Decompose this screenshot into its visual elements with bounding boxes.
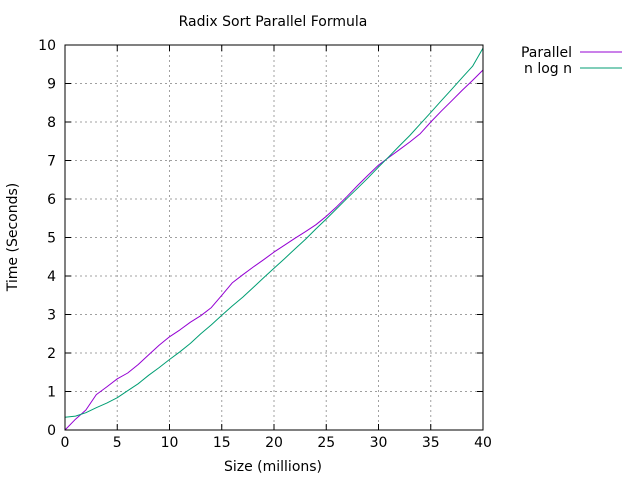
legend-label: Parallel	[521, 45, 572, 61]
y-tick-label: 10	[38, 38, 56, 54]
x-axis-title: Size (millions)	[224, 459, 322, 475]
x-tick-label: 35	[422, 435, 440, 451]
y-tick-label: 7	[47, 154, 56, 170]
x-tick-label: 25	[317, 435, 335, 451]
series-line-parallel	[64, 69, 484, 431]
x-tick-label: 10	[161, 435, 179, 451]
y-tick-label: 1	[47, 385, 56, 401]
x-tick-label: 30	[370, 435, 388, 451]
y-tick-label: 2	[47, 346, 56, 362]
x-tick-label: 20	[265, 435, 283, 451]
ticks	[64, 44, 484, 431]
tick-labels: 0 5 10 15 20 25 30 35 40 0 1 2 3 4 5 6 7 8 9 10	[38, 38, 492, 451]
x-tick-label: 0	[61, 435, 70, 451]
series-layer	[64, 47, 484, 431]
y-tick-label: 8	[47, 115, 56, 131]
y-tick-label: 0	[47, 423, 56, 439]
y-tick-label: 6	[47, 192, 56, 208]
y-tick-label: 4	[47, 269, 56, 285]
grid	[65, 45, 483, 430]
chart-title: Radix Sort Parallel Formula	[179, 14, 368, 30]
legend-label: n log n	[524, 61, 572, 77]
x-tick-label: 40	[474, 435, 492, 451]
series-line-n-log-n	[64, 47, 484, 418]
y-axis-title: Time (Seconds)	[5, 183, 21, 292]
y-tick-label: 3	[47, 308, 56, 324]
y-tick-label: 9	[47, 77, 56, 93]
y-tick-label: 5	[47, 231, 56, 247]
x-tick-label: 5	[113, 435, 122, 451]
x-tick-label: 15	[213, 435, 231, 451]
